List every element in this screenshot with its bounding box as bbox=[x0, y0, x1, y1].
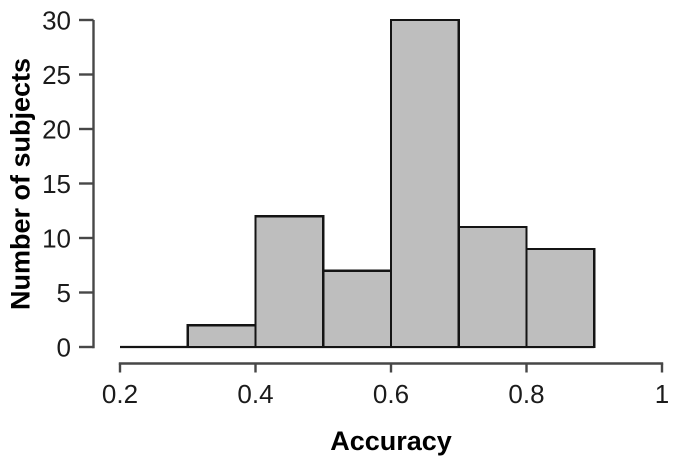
x-tick-label: 0.6 bbox=[373, 379, 409, 409]
y-tick-label: 25 bbox=[42, 60, 71, 90]
histogram-bar bbox=[322, 269, 393, 349]
x-tick-label: 1 bbox=[655, 379, 669, 409]
y-tick-label: 10 bbox=[42, 224, 71, 254]
y-tick-label: 15 bbox=[42, 169, 71, 199]
histogram-bar bbox=[389, 18, 460, 349]
histogram-bar bbox=[457, 226, 528, 349]
y-tick-label: 20 bbox=[42, 115, 71, 145]
y-tick-label: 5 bbox=[57, 278, 71, 308]
y-tick-label: 0 bbox=[57, 333, 71, 363]
x-tick-label: 0.4 bbox=[237, 379, 273, 409]
y-axis-title: Number of subjects bbox=[5, 57, 36, 311]
histogram-bar bbox=[254, 215, 325, 349]
histogram-bar bbox=[186, 324, 257, 349]
histogram-bar bbox=[525, 247, 596, 349]
x-tick-label: 0.2 bbox=[102, 379, 138, 409]
y-tick-label: 30 bbox=[42, 6, 71, 36]
x-axis-title: Accuracy bbox=[330, 426, 452, 456]
x-tick-label: 0.8 bbox=[508, 379, 544, 409]
